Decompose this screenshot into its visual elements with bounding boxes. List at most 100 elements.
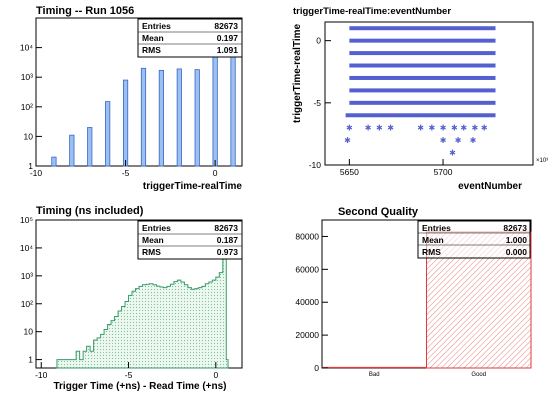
y-tick-label: 20000 — [295, 330, 319, 340]
scatter-point: ✱ — [344, 136, 351, 145]
plot-frame — [324, 21, 534, 166]
y-tick-label: 10 — [24, 327, 34, 337]
scatter-point: ✱ — [481, 124, 488, 133]
chart-title: Timing -- Run 1056 — [36, 5, 134, 17]
dense-marker-band — [349, 63, 496, 68]
x-tick-label: 0 — [213, 168, 218, 178]
histogram-bar — [158, 69, 164, 167]
stats-label-rms: RMS — [142, 45, 161, 55]
histogram-bar — [176, 68, 182, 167]
stats-label-entries: Entries — [422, 223, 451, 233]
y-tick-label: 80000 — [295, 231, 319, 241]
scatter-point: ✱ — [470, 136, 477, 145]
x-tick-label: -5 — [122, 168, 130, 178]
y-tick-label: 10⁴ — [20, 243, 33, 253]
y-tick-label: 10⁵ — [20, 215, 33, 225]
scatter-point: ✱ — [440, 124, 447, 133]
scatter-point: ✱ — [376, 124, 383, 133]
stats-label-mean: Mean — [142, 235, 164, 245]
panel-timing-run: Timing -- Run 1056 -10 -5 0 1 10 10² 10³ 10⁴ tr… — [20, 5, 243, 192]
histogram-bar — [122, 79, 129, 167]
x-category-label: Bad — [369, 372, 380, 378]
dense-marker-band — [345, 113, 496, 118]
stats-box: Entries 82673 Mean 0.187 RMS 0.973 — [137, 220, 243, 260]
y-tick-label: -10 — [309, 160, 322, 170]
stats-value-entries: 82673 — [503, 223, 527, 233]
histogram-series-step — [56, 225, 229, 369]
stats-label-mean: Mean — [142, 33, 164, 43]
scatter-point: ✱ — [365, 124, 372, 133]
scatter-point: ✱ — [472, 124, 479, 133]
plot-frame — [35, 17, 243, 167]
dense-marker-band — [349, 100, 496, 105]
scatter-point: ✱ — [346, 124, 353, 133]
panel-trigger-vs-event: triggerTime-realTime:eventNumber ✱ ✱ ✱ ✱ ✱ ✱ ✱… — [292, 6, 548, 192]
dense-marker-band — [349, 51, 496, 56]
y-tick-label: -5 — [313, 98, 321, 108]
scatter-point: ✱ — [451, 124, 458, 133]
histogram-bar — [140, 67, 147, 167]
y-tick-label: 40000 — [295, 297, 319, 307]
scatter-point: ✱ — [455, 136, 462, 145]
histogram-bar — [105, 101, 111, 167]
stats-box: Entries 82673 Mean 0.197 RMS 1.091 — [137, 18, 243, 58]
histogram-bar — [51, 156, 57, 167]
dense-marker-band — [349, 75, 496, 80]
stats-value-mean: 1.000 — [506, 235, 528, 245]
stats-value-entries: 82673 — [214, 223, 238, 233]
stats-label-entries: Entries — [142, 21, 171, 31]
stats-label-entries: Entries — [142, 223, 171, 233]
scatter-point: ✱ — [440, 136, 447, 145]
dense-marker-band — [349, 38, 496, 43]
histogram-bar — [194, 69, 200, 167]
y-tick-label: 10² — [21, 299, 33, 309]
dense-marker-band — [349, 88, 496, 93]
y-tick-label: 1 — [28, 355, 33, 365]
chart-title: Timing (ns included) — [36, 205, 144, 217]
x-category-label: Good — [471, 372, 486, 378]
stats-value-entries: 82673 — [214, 21, 238, 31]
stats-value-rms: 1.091 — [217, 45, 239, 55]
y-tick-label: 0 — [314, 363, 319, 373]
stats-label-rms: RMS — [142, 247, 161, 257]
stats-box: Entries 82673 Mean 1.000 RMS 0.000 — [417, 220, 531, 259]
scatter-point: ✱ — [428, 124, 435, 133]
x-tick-label: 5650 — [340, 167, 359, 177]
histogram-bar — [69, 134, 75, 167]
y-tick-label: 10⁴ — [20, 43, 33, 53]
x-tick-label: 5700 — [434, 167, 453, 177]
histogram-bar — [87, 127, 93, 167]
chart-title: triggerTime-realTime:eventNumber — [293, 6, 451, 17]
y-tick-label: 0 — [316, 36, 321, 46]
x-axis-label: Trigger Time (+ns) - Read Time (+ns) — [53, 381, 226, 392]
stats-value-rms: 0.000 — [506, 247, 528, 257]
chart-title: Second Quality — [338, 206, 419, 218]
stats-value-mean: 0.187 — [217, 235, 239, 245]
panel-timing-ns: Timing (ns included) -10 -5 0 1 10 10² 10³ 10⁴ 1… — [20, 205, 243, 392]
stats-value-rms: 0.973 — [217, 247, 239, 257]
y-tick-label: 1 — [28, 161, 33, 171]
y-axis-label: triggerTime-realTime — [292, 23, 303, 123]
scatter-point: ✱ — [417, 124, 424, 133]
y-tick-label: 10² — [21, 102, 33, 112]
scatter-point: ✱ — [449, 149, 456, 158]
x-tick-label: -5 — [125, 370, 133, 380]
panel-second-quality: Second Quality Bad Good 0 20000 40000 60000 80… — [295, 206, 532, 378]
stats-value-mean: 0.197 — [217, 33, 239, 43]
stats-label-rms: RMS — [422, 247, 441, 257]
x-multiplier: ×10³ — [536, 158, 548, 164]
scatter-point: ✱ — [460, 124, 467, 133]
x-tick-label: -10 — [30, 168, 43, 178]
dense-marker-band — [349, 26, 496, 31]
x-tick-label: -10 — [35, 370, 48, 380]
stats-label-mean: Mean — [422, 235, 444, 245]
y-tick-label: 10 — [24, 131, 34, 141]
x-tick-label: 0 — [213, 370, 218, 380]
x-axis-label: eventNumber — [458, 181, 522, 192]
x-axis-label: triggerTime-realTime — [143, 181, 243, 192]
scatter-point: ✱ — [387, 124, 394, 133]
y-tick-label: 10³ — [21, 271, 33, 281]
y-tick-label: 10³ — [21, 72, 33, 82]
y-tick-label: 60000 — [295, 264, 319, 274]
